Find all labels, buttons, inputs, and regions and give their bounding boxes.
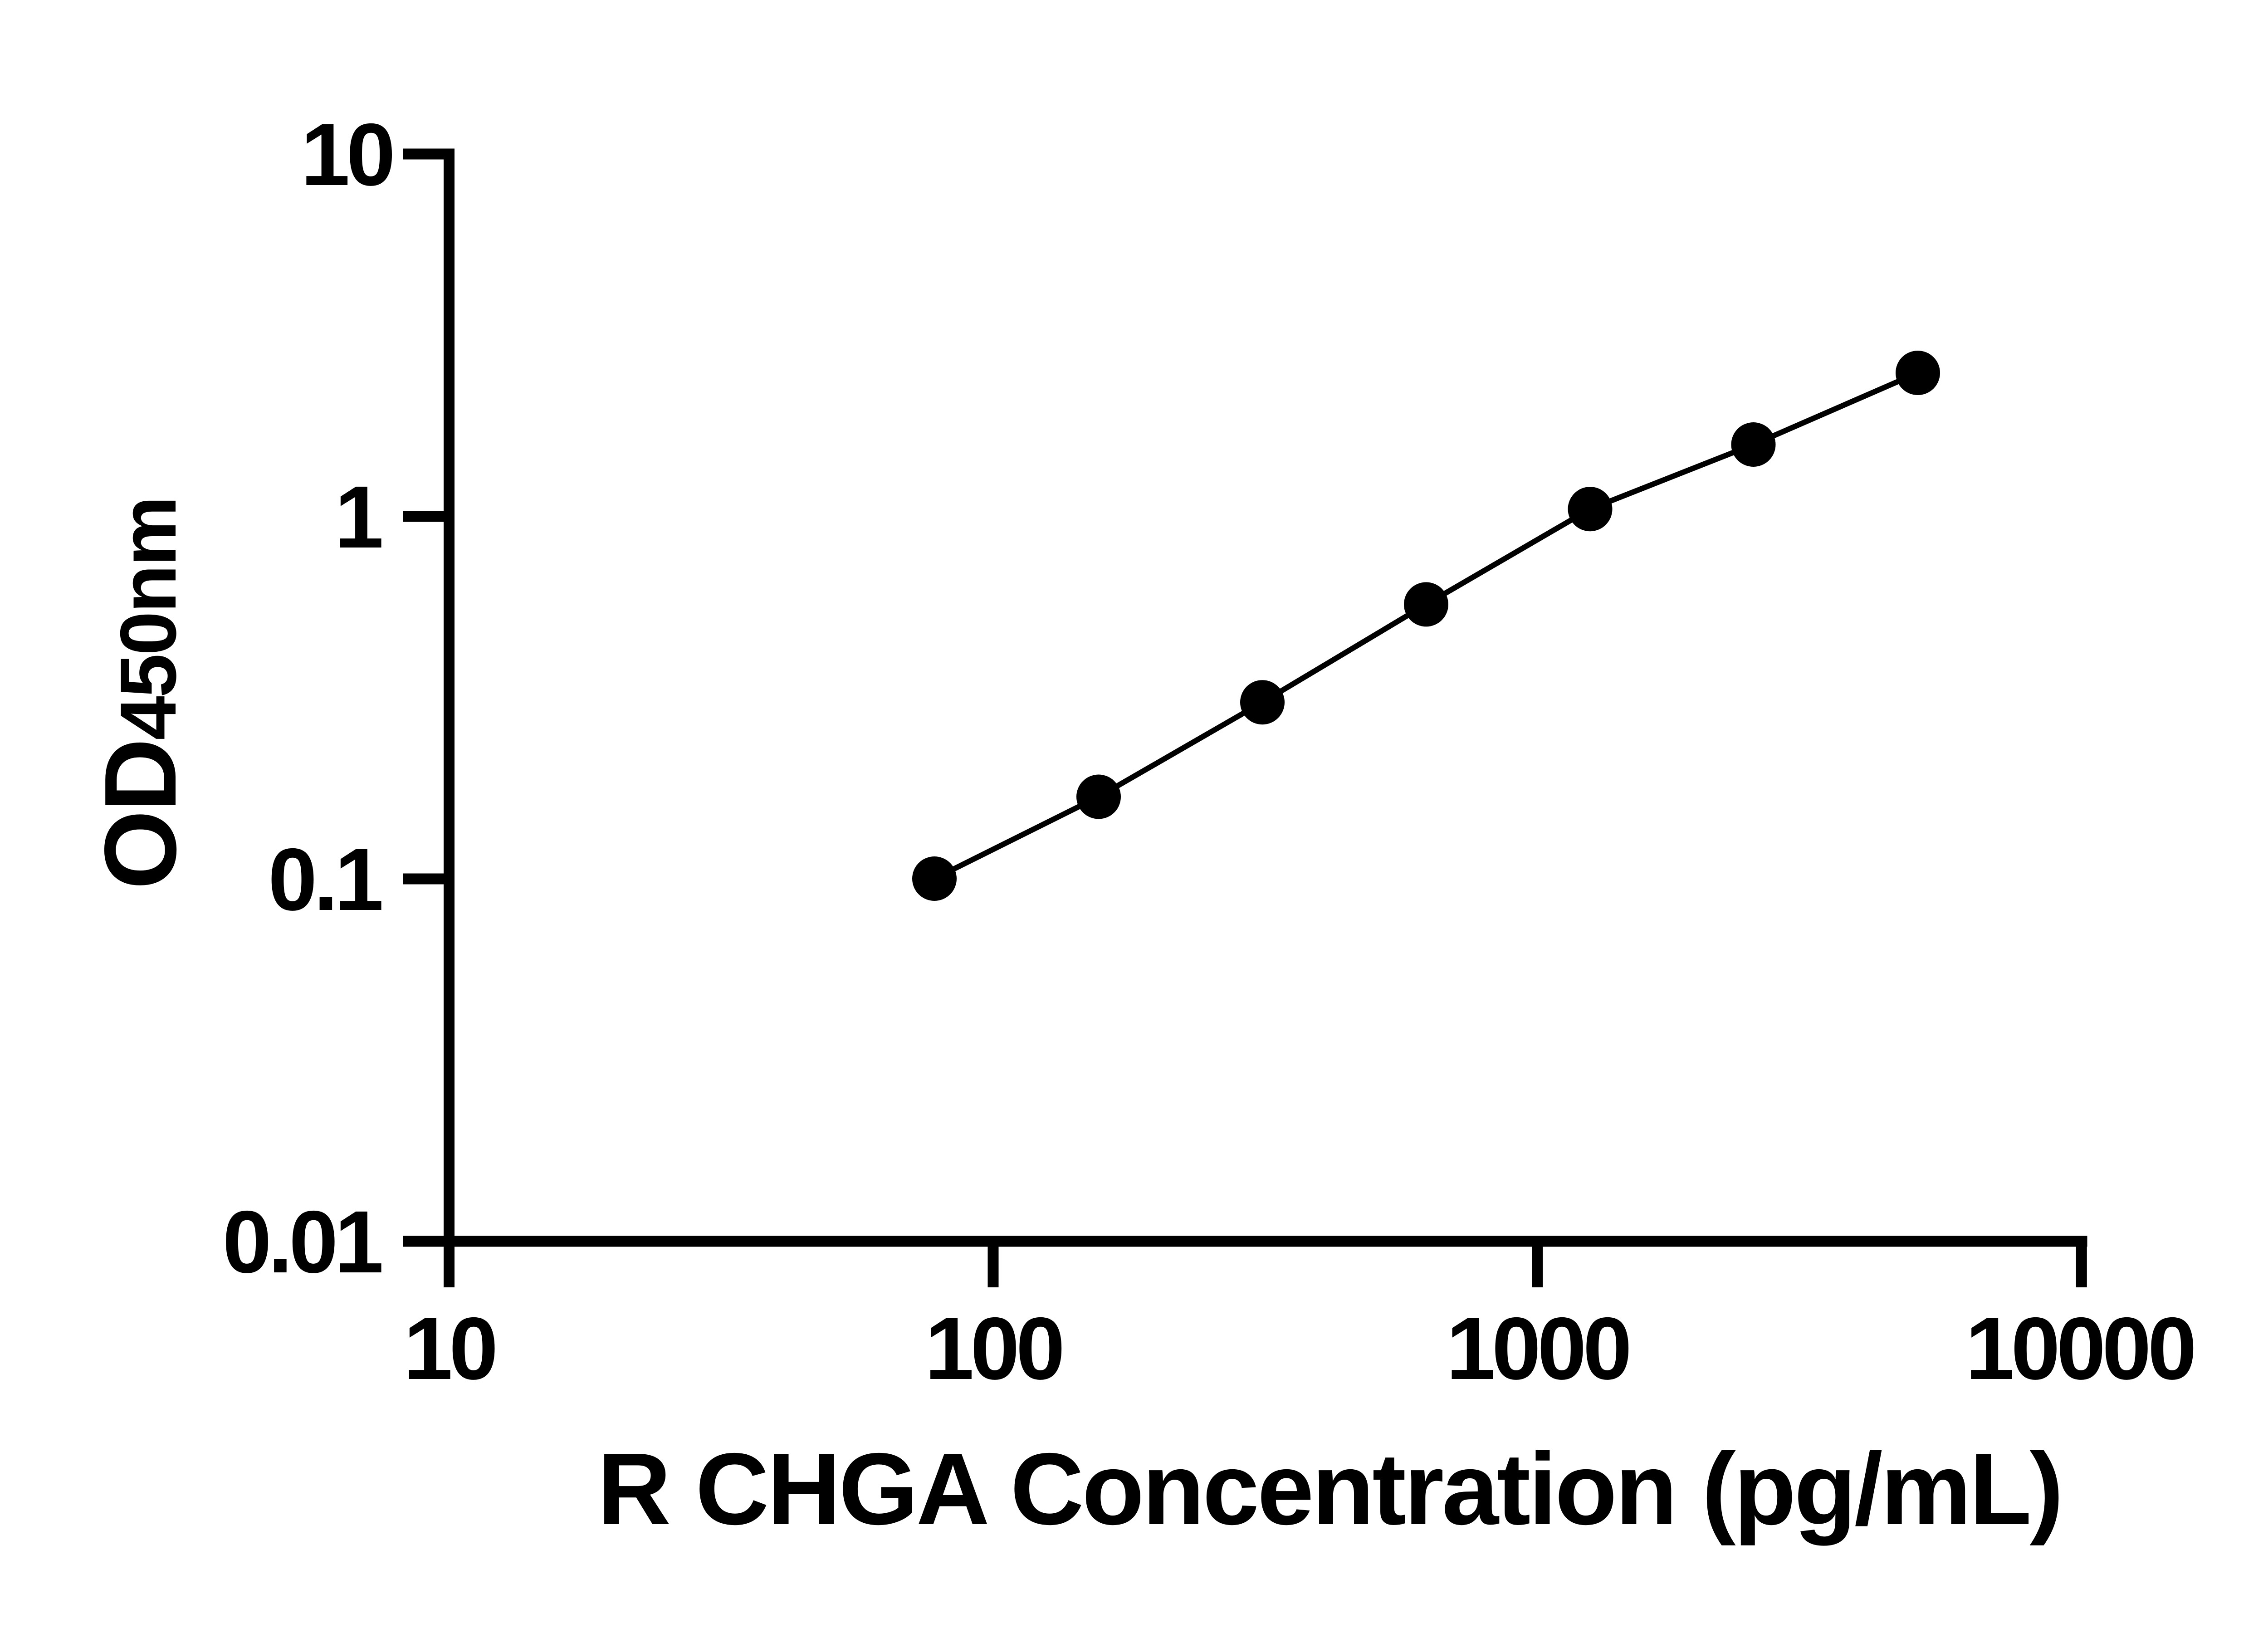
svg-text:R CHGA Concentration (pg/mL): R CHGA Concentration (pg/mL) (597, 1432, 2062, 1546)
svg-text:10: 10 (301, 105, 392, 204)
svg-text:1: 1 (335, 468, 382, 567)
svg-text:100: 100 (925, 1299, 1062, 1398)
svg-text:0.01: 0.01 (222, 1193, 381, 1291)
svg-text:0.1: 0.1 (268, 830, 382, 929)
svg-text:10: 10 (404, 1299, 495, 1398)
svg-text:OD450nm: OD450nm (83, 498, 197, 890)
svg-text:10000: 10000 (1965, 1299, 2194, 1398)
svg-text:1000: 1000 (1446, 1299, 1628, 1398)
